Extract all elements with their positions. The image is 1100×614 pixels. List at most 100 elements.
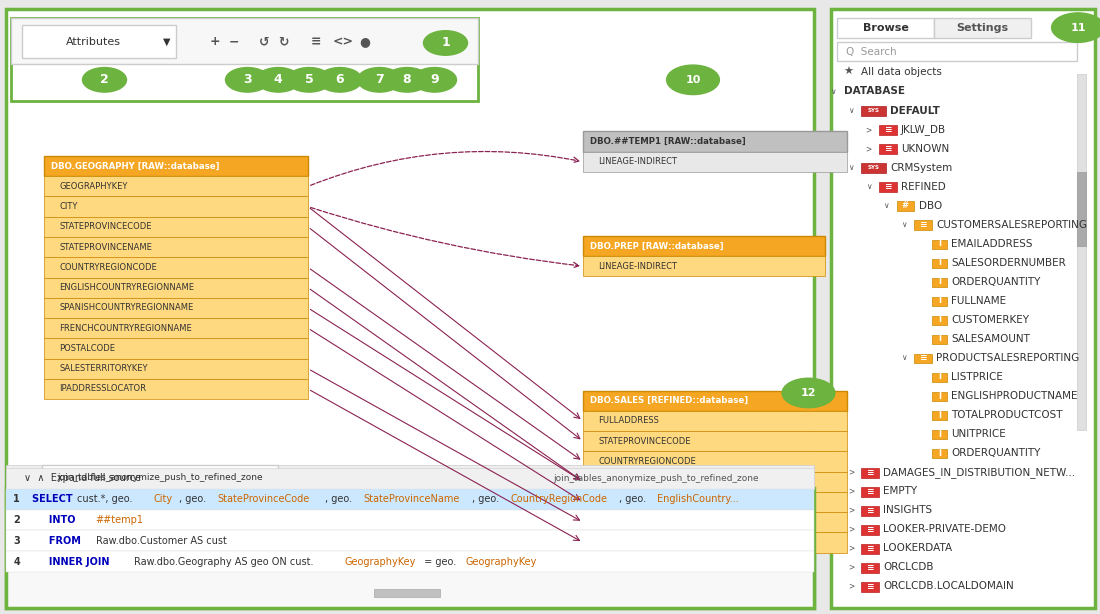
Text: FROM: FROM: [32, 536, 84, 546]
FancyBboxPatch shape: [6, 510, 814, 530]
Text: ∨: ∨: [866, 182, 871, 191]
Text: , geo.: , geo.: [472, 494, 499, 504]
Text: STATEPROVINCECODE: STATEPROVINCECODE: [598, 437, 691, 446]
Text: , geo.: , geo.: [178, 494, 206, 504]
Text: DBO.SALES [REFINED::database]: DBO.SALES [REFINED::database]: [590, 396, 748, 405]
FancyBboxPatch shape: [6, 489, 814, 510]
Text: ORDERQUANTITY: ORDERQUANTITY: [952, 277, 1041, 287]
Text: ##temp1: ##temp1: [96, 515, 144, 525]
Text: STATEPROVINCENAME: STATEPROVINCENAME: [59, 243, 152, 252]
Text: DBO: DBO: [918, 201, 942, 211]
Text: CUSTOMERSALESREPORTING: CUSTOMERSALESREPORTING: [936, 220, 1087, 230]
FancyBboxPatch shape: [11, 18, 478, 101]
FancyBboxPatch shape: [932, 278, 947, 287]
Text: 5: 5: [305, 73, 314, 87]
Text: I: I: [938, 373, 940, 381]
Circle shape: [412, 68, 456, 92]
FancyBboxPatch shape: [879, 144, 896, 154]
Text: I: I: [938, 297, 940, 305]
FancyBboxPatch shape: [914, 220, 932, 230]
Text: DBO.##TEMP1 [RAW::database]: DBO.##TEMP1 [RAW::database]: [590, 137, 746, 146]
FancyBboxPatch shape: [934, 18, 1031, 38]
FancyBboxPatch shape: [44, 379, 308, 399]
FancyBboxPatch shape: [583, 152, 847, 172]
Text: ≡: ≡: [867, 506, 873, 515]
Text: 11: 11: [1070, 23, 1086, 33]
FancyBboxPatch shape: [861, 525, 879, 535]
Text: >: >: [848, 525, 855, 534]
FancyBboxPatch shape: [932, 411, 947, 420]
Text: DBO.PREP [RAW::database]: DBO.PREP [RAW::database]: [590, 241, 723, 251]
Text: I: I: [938, 239, 940, 248]
Text: ∨: ∨: [830, 87, 836, 96]
FancyBboxPatch shape: [42, 465, 278, 489]
Text: ORCLCDB: ORCLCDB: [883, 562, 934, 572]
Text: City: City: [153, 494, 173, 504]
FancyBboxPatch shape: [583, 391, 847, 411]
Circle shape: [358, 68, 402, 92]
Text: ENGLISHPRODUCTNAME: ENGLISHPRODUCTNAME: [952, 391, 1078, 401]
Text: 3: 3: [243, 73, 252, 87]
Text: ≡: ≡: [867, 563, 873, 572]
Text: ∨  ∧  Expand full source: ∨ ∧ Expand full source: [24, 473, 141, 483]
Text: >: >: [866, 125, 872, 134]
FancyBboxPatch shape: [22, 25, 176, 58]
Text: StateProvinceName: StateProvinceName: [364, 494, 460, 504]
Circle shape: [424, 31, 468, 55]
Text: ↺: ↺: [258, 35, 270, 49]
Text: SALESAMOUNT: SALESAMOUNT: [952, 334, 1031, 344]
FancyBboxPatch shape: [44, 237, 308, 257]
FancyBboxPatch shape: [6, 530, 814, 551]
Text: ≡: ≡: [884, 125, 891, 134]
Text: ≡: ≡: [867, 468, 873, 476]
Circle shape: [82, 68, 126, 92]
Text: DATABASE: DATABASE: [844, 87, 904, 96]
Text: join_tables_anonymize_push_to_refined_zone: join_tables_anonymize_push_to_refined_zo…: [57, 473, 263, 481]
FancyBboxPatch shape: [44, 196, 308, 217]
Text: LOOKER-PRIVATE-DEMO: LOOKER-PRIVATE-DEMO: [883, 524, 1006, 534]
Text: cust.*, geo.: cust.*, geo.: [77, 494, 132, 504]
Text: I: I: [938, 258, 940, 267]
Circle shape: [287, 68, 331, 92]
Text: Attributes: Attributes: [66, 37, 121, 47]
Text: , geo.: , geo.: [619, 494, 646, 504]
Text: 7: 7: [375, 73, 384, 87]
Text: FRENCHCOUNTRYREGIONNAME: FRENCHCOUNTRYREGIONNAME: [59, 324, 192, 333]
Text: DEFAULT: DEFAULT: [890, 106, 939, 115]
Text: ≡: ≡: [920, 220, 926, 229]
Text: FRENCHCOUNTRYREGIONNAME: FRENCHCOUNTRYREGIONNAME: [598, 497, 732, 507]
FancyBboxPatch shape: [44, 359, 308, 379]
Text: <>: <>: [332, 35, 354, 49]
Text: Raw.dbo.Geography AS geo ON cust.: Raw.dbo.Geography AS geo ON cust.: [134, 557, 314, 567]
Text: I: I: [938, 449, 940, 457]
FancyBboxPatch shape: [932, 316, 947, 325]
FancyBboxPatch shape: [583, 472, 847, 492]
Circle shape: [667, 65, 719, 95]
FancyBboxPatch shape: [44, 298, 308, 318]
Text: SYS: SYS: [868, 108, 879, 113]
FancyBboxPatch shape: [861, 544, 879, 554]
FancyBboxPatch shape: [830, 9, 1094, 608]
Text: INNER JOIN: INNER JOIN: [32, 557, 113, 567]
Text: ENGLISHCOUNTRYREGIONNAME: ENGLISHCOUNTRYREGIONNAME: [59, 283, 195, 292]
FancyBboxPatch shape: [583, 512, 847, 532]
FancyBboxPatch shape: [861, 487, 879, 497]
Text: JKLW_DB: JKLW_DB: [901, 124, 946, 135]
Text: COUNTRYREGIONCODE: COUNTRYREGIONCODE: [598, 457, 696, 466]
Text: CountryRegionCode: CountryRegionCode: [510, 494, 607, 504]
FancyBboxPatch shape: [837, 18, 934, 38]
Text: SYS: SYS: [868, 165, 879, 170]
Text: SPANISHCOUNTRYREGIONNAME: SPANISHCOUNTRYREGIONNAME: [598, 477, 733, 486]
FancyBboxPatch shape: [44, 217, 308, 237]
FancyBboxPatch shape: [44, 156, 308, 176]
Text: LISTPRICE: LISTPRICE: [952, 372, 1003, 382]
Text: ≡: ≡: [884, 182, 891, 191]
Text: ∨: ∨: [901, 354, 906, 362]
Text: I: I: [938, 392, 940, 400]
FancyBboxPatch shape: [879, 125, 896, 135]
Text: LINEAGE-INDIRECT: LINEAGE-INDIRECT: [598, 157, 678, 166]
Text: REFINED: REFINED: [901, 182, 946, 192]
Text: ∨: ∨: [901, 220, 906, 229]
Text: ≡: ≡: [884, 144, 891, 153]
FancyBboxPatch shape: [932, 240, 947, 249]
